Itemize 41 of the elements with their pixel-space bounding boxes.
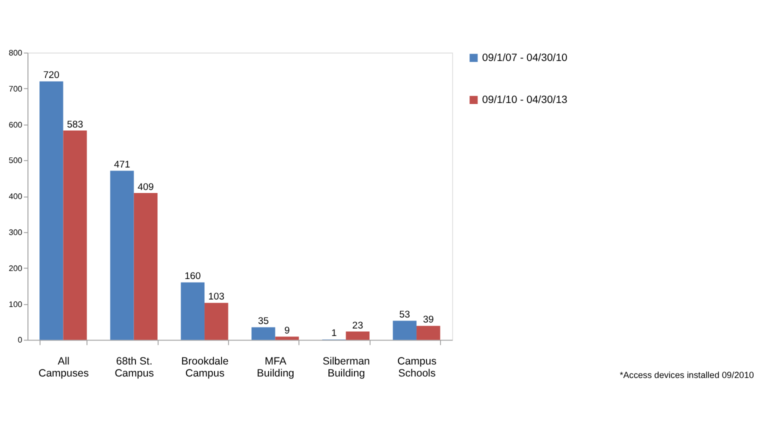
x-tick-label: 68th St. Campus — [114, 355, 154, 380]
data-label: 103 — [208, 292, 224, 303]
x-tick-label: Campus Schools — [397, 355, 436, 380]
bar — [63, 130, 87, 340]
bar — [204, 302, 228, 340]
legend-label: 09/1/10 - 04/30/13 — [482, 94, 568, 106]
bar — [392, 320, 417, 340]
y-tick-label: 300 — [8, 228, 23, 237]
bar — [40, 81, 64, 340]
y-tick-label: 0 — [18, 336, 23, 345]
y-tick-label: 100 — [8, 300, 23, 309]
bar — [252, 327, 276, 340]
x-tick-label: Brookdale Campus — [181, 355, 229, 380]
bar — [275, 336, 299, 340]
data-label: 23 — [352, 320, 364, 332]
y-tick-label: 500 — [8, 156, 23, 166]
data-label: 160 — [184, 271, 202, 282]
bar — [416, 326, 440, 340]
y-tick-label: 200 — [8, 264, 23, 273]
data-label: 53 — [399, 310, 410, 321]
y-tick-label: 600 — [8, 120, 23, 130]
y-tick-label: 800 — [8, 48, 23, 58]
x-tick-label: Silberman Building — [322, 355, 370, 380]
text: *Access devices installed 09/2010 — [620, 370, 754, 380]
data-label: 39 — [422, 314, 434, 326]
x-tick-label: MFA Building — [256, 355, 294, 380]
bar — [346, 332, 370, 340]
legend-label: 09/1/07 - 04/30/10 — [482, 52, 568, 64]
bar — [180, 282, 205, 340]
data-label: 9 — [284, 325, 290, 336]
data-label: 1 — [331, 328, 337, 340]
data-label: 583 — [66, 119, 84, 130]
y-tick-label: 400 — [8, 192, 23, 202]
x-tick-label: All Campuses — [38, 355, 89, 380]
data-label: 409 — [138, 182, 154, 193]
data-label: 471 — [114, 160, 130, 170]
bar — [134, 192, 158, 340]
data-label: 35 — [258, 316, 269, 328]
y-tick-label: 700 — [8, 84, 23, 94]
data-label: 720 — [43, 70, 60, 82]
bar — [110, 170, 134, 340]
